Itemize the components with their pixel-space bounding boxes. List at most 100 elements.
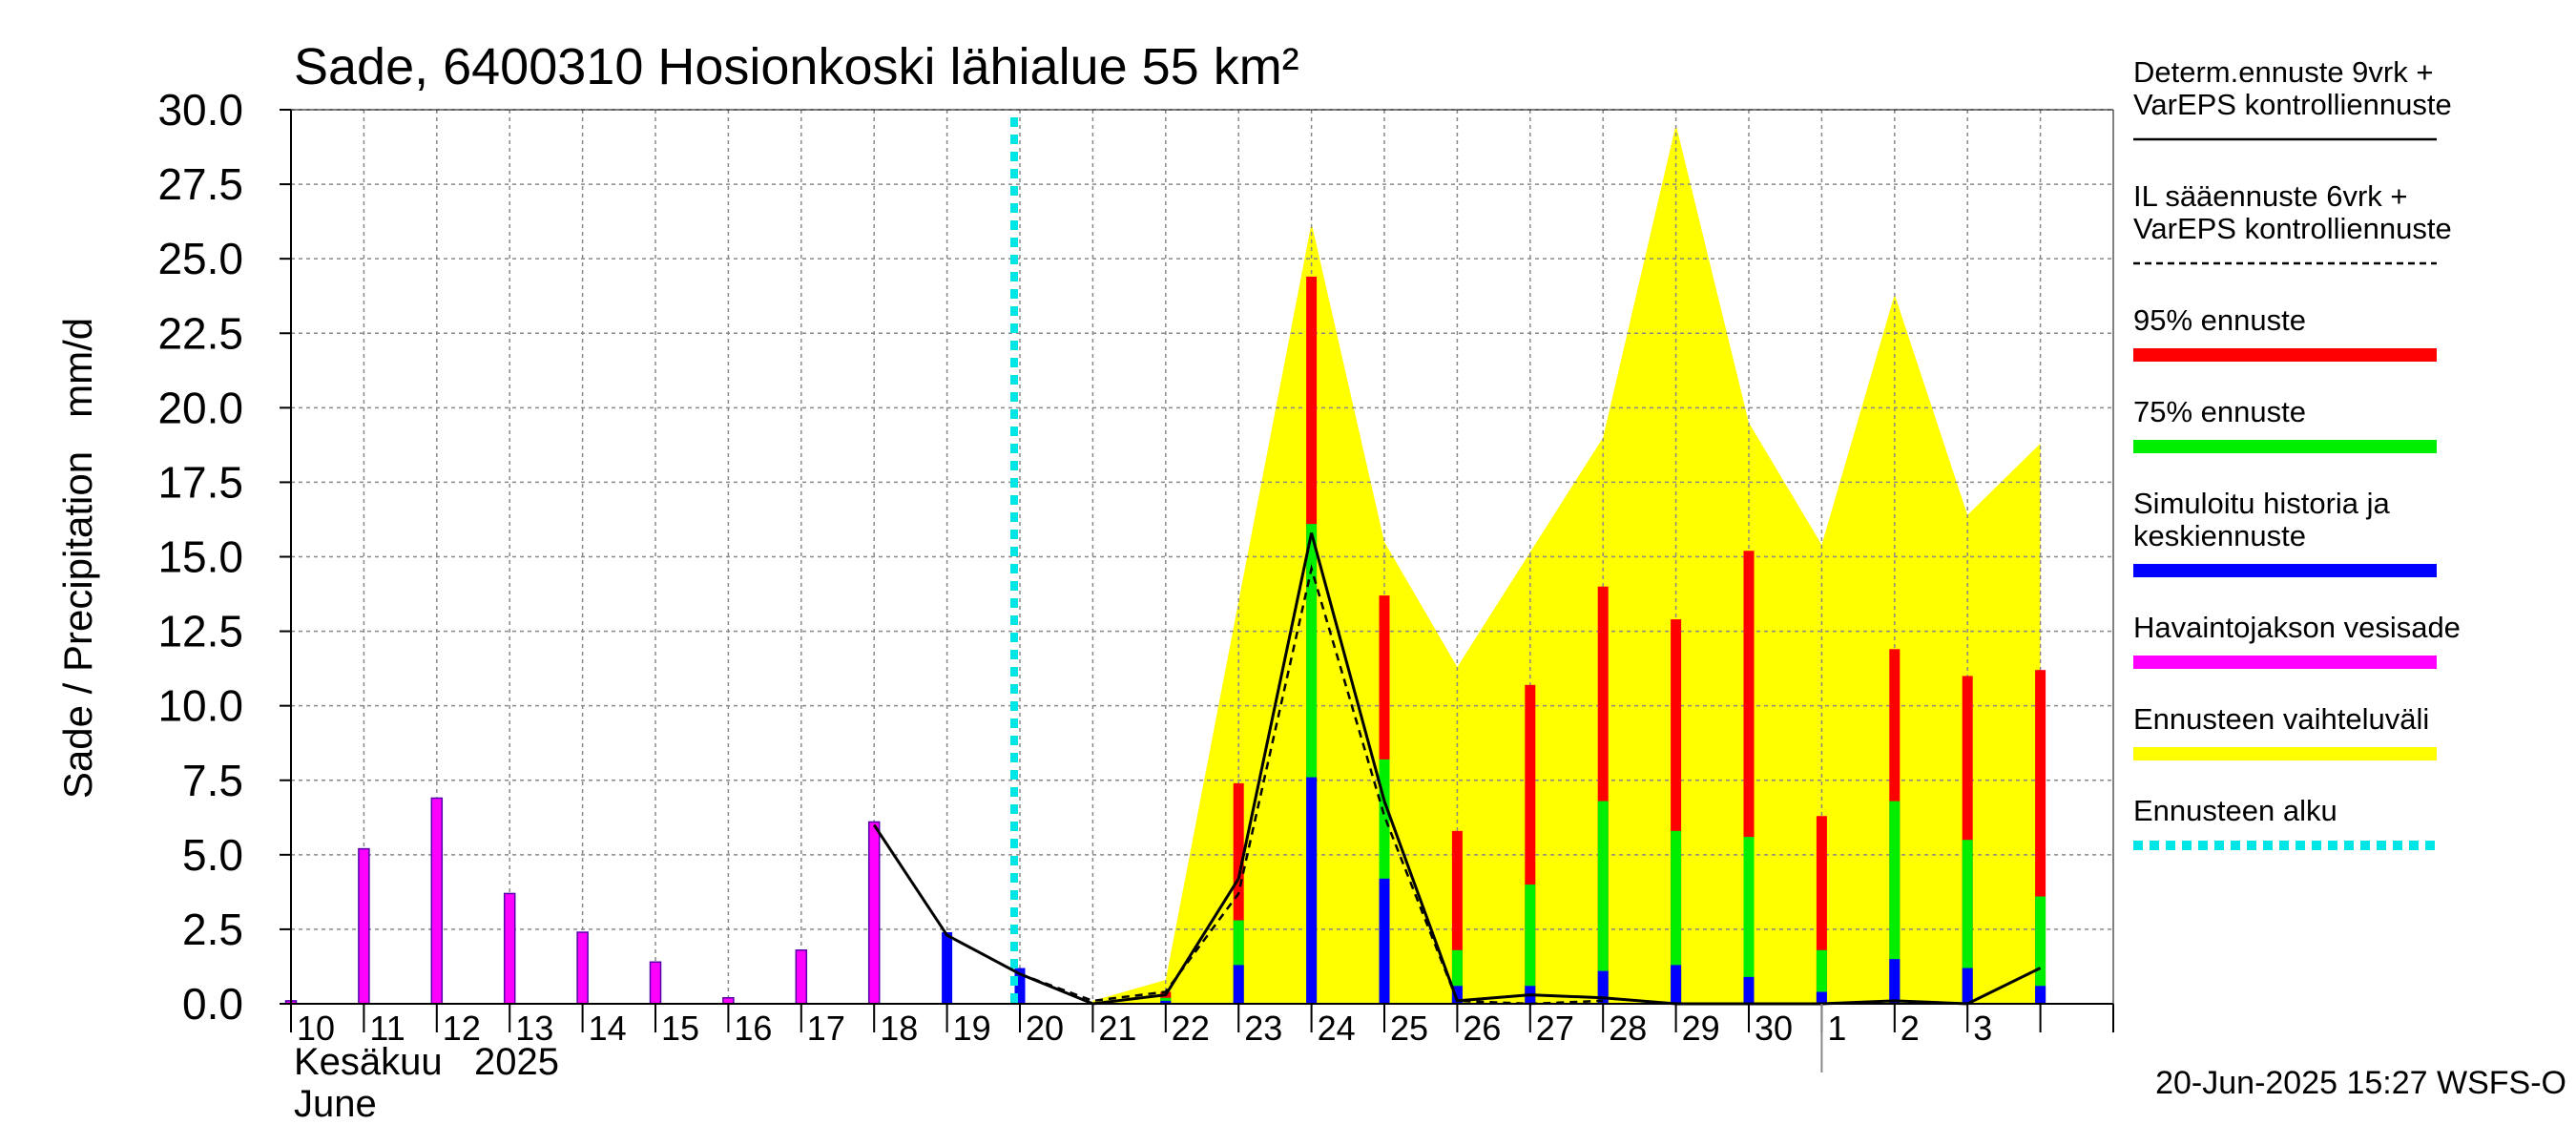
forecast-range-area (1092, 124, 2041, 1004)
legend-swatch-bar (2133, 348, 2437, 362)
observed-bar (503, 892, 516, 1005)
legend-label: Ennusteen vaihteluväli (2133, 702, 2429, 736)
forecast-bar-mean (1451, 986, 1463, 1004)
forecast-bar-mean (1743, 976, 1755, 1004)
x-tick-label: 27 (1536, 1009, 1574, 1048)
observed-bar (867, 821, 881, 1005)
forecast-bar-95 (1525, 684, 1536, 1004)
x-month-label-fi: Kesäkuu 2025 (294, 1041, 559, 1083)
x-tick-label: 29 (1682, 1009, 1720, 1048)
observed-bar (649, 961, 662, 1005)
x-tick-label: 21 (1098, 1009, 1136, 1048)
observed-bar (795, 949, 808, 1005)
x-tick-label: 2 (1901, 1009, 1920, 1048)
legend-label: Determ.ennuste 9vrk + (2133, 55, 2433, 89)
legend-swatch-bar (2133, 564, 2437, 577)
legend-label: IL sääennuste 6vrk + (2133, 179, 2408, 213)
legend-item: 75% ennuste (2133, 395, 2437, 453)
forecast-bar-mean (1962, 968, 1973, 1004)
forecast-bar-75 (1451, 949, 1463, 1004)
forecast-bar-75 (1671, 830, 1682, 1004)
x-month-label-en: June (294, 1083, 377, 1125)
legend-label: VarEPS kontrolliennuste (2133, 212, 2452, 245)
chart-title: Sade, 6400310 Hosionkoski lähialue 55 km… (294, 38, 1299, 95)
y-tick-label: 27.5 (157, 159, 243, 209)
axes-layer (280, 109, 2114, 1072)
forecast-bar-75 (1743, 837, 1755, 1004)
legend-swatch-bar (2133, 656, 2437, 669)
legend-item: IL sääennuste 6vrk + VarEPS kontrollienn… (2133, 179, 2452, 265)
forecast-bar-95 (2035, 670, 2046, 1004)
x-tick-label: 3 (1973, 1009, 1992, 1048)
forecast-bar-95 (1671, 619, 1682, 1004)
forecast-bar-75 (1233, 920, 1244, 1004)
y-tick-label: 25.0 (157, 234, 243, 283)
x-tick-label: 18 (880, 1009, 918, 1048)
y-tick-label: 7.5 (182, 756, 243, 805)
x-tick-label: 12 (443, 1009, 481, 1048)
y-tick-label: 0.0 (182, 979, 243, 1029)
y-tick-label: 10.0 (157, 681, 243, 731)
legend-label: Ennusteen alku (2133, 794, 2337, 827)
forecast-bar-mean (1306, 777, 1318, 1004)
determ-forecast-line (872, 532, 2042, 1006)
y-tick-label: 12.5 (157, 607, 243, 656)
y-tick-label: 5.0 (182, 830, 243, 880)
legend-label: keskiennuste (2133, 519, 2306, 552)
forecast-bar-mean (1816, 991, 1827, 1004)
y-tick-label: 15.0 (157, 532, 243, 582)
x-tick-label: 28 (1609, 1009, 1647, 1048)
simulated-history-bar (942, 932, 953, 1004)
legend-item: Ennusteen alku (2133, 794, 2437, 850)
forecast-bar-75 (1962, 840, 1973, 1004)
x-tick-label: 17 (807, 1009, 845, 1048)
forecast-bar-75 (1525, 885, 1536, 1004)
legend-item: Ennusteen vaihteluväli (2133, 702, 2437, 760)
lines-layer (872, 117, 2042, 1006)
x-tick-label: 26 (1463, 1009, 1501, 1048)
x-tick-label: 10 (297, 1009, 335, 1048)
forecast-bar-95 (1451, 830, 1463, 1004)
x-tick-label: 15 (661, 1009, 699, 1048)
x-tick-label: 11 (369, 1009, 405, 1048)
legend: Determ.ennuste 9vrk + VarEPS kontrollienn… (2133, 55, 2461, 850)
y-tick-label: 17.5 (157, 457, 243, 507)
forecast-bar-mean (1597, 970, 1609, 1004)
forecast-bar-mean (2035, 986, 2046, 1004)
y-tick-label: 20.0 (157, 383, 243, 432)
x-tick-label: 13 (515, 1009, 553, 1048)
grid-layer (291, 109, 2113, 1004)
forecast-bar-75 (1597, 801, 1609, 1004)
legend-item: 95% ennuste (2133, 303, 2437, 362)
simulated-history-bar (1014, 968, 1026, 1004)
forecast-bar-mean (1379, 878, 1390, 1004)
observed-bar (358, 847, 370, 1005)
forecast-bar-75 (1306, 524, 1318, 1004)
forecast-bar-mean (1889, 959, 1901, 1004)
observed-bar (576, 931, 589, 1005)
x-tick-label: 1 (1827, 1009, 1846, 1048)
y-tick-label: 22.5 (157, 308, 243, 358)
legend-swatch-bar (2133, 440, 2437, 453)
legend-label: 75% ennuste (2133, 395, 2306, 428)
legend-item: Determ.ennuste 9vrk +VarEPS kontrollienn… (2133, 55, 2452, 141)
forecast-bar-mean (1233, 965, 1244, 1004)
forecast-range-layer (1092, 124, 2041, 1004)
bars-layer (284, 276, 2046, 1005)
forecast-bar-mean (1160, 1000, 1172, 1004)
forecast-bar-mean (1671, 965, 1682, 1004)
x-tick-label: 16 (734, 1009, 772, 1048)
x-tick-label: 20 (1026, 1009, 1064, 1048)
text-layer: Sade, 6400310 Hosionkoski lähialue 55 km… (55, 38, 2566, 1125)
legend-swatch-bar (2133, 747, 2437, 760)
il-forecast-line (1019, 564, 1604, 1006)
legend-item: Havaintojakson vesisade (2133, 611, 2461, 669)
x-tick-label: 30 (1755, 1009, 1793, 1048)
forecast-bar-95 (1743, 551, 1755, 1004)
forecast-bar-75 (1889, 801, 1901, 1004)
x-tick-label: 23 (1244, 1009, 1282, 1048)
legend-label: Simuloitu historia ja (2133, 487, 2391, 520)
forecast-bar-75 (2035, 896, 2046, 1004)
legend-label: 95% ennuste (2133, 303, 2306, 337)
